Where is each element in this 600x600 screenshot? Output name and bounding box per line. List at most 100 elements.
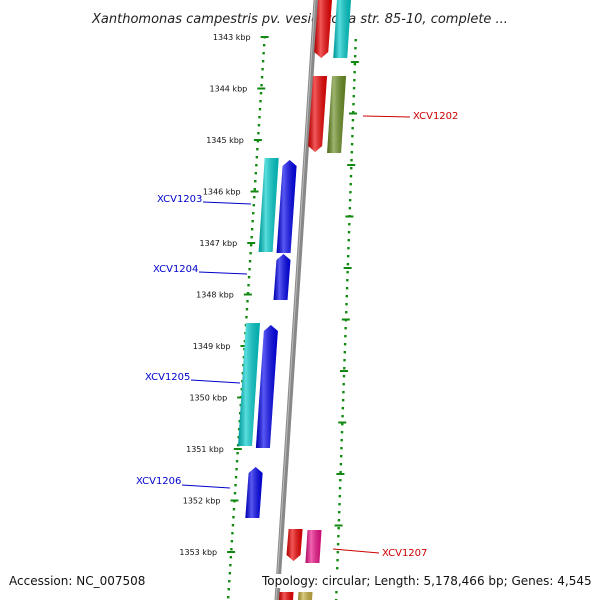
guide-dot <box>343 367 346 370</box>
guide-dot <box>343 351 347 354</box>
guide-dot <box>235 468 238 471</box>
guide-dot <box>261 68 264 71</box>
guide-dot <box>347 239 350 242</box>
accession-text: Accession: NC_007508 <box>9 574 146 588</box>
gene-label[interactable]: XCV1205 <box>145 372 190 383</box>
guide-dot <box>341 407 345 410</box>
gene-leader-line <box>181 484 231 489</box>
gene-label[interactable]: XCV1204 <box>153 264 198 275</box>
guide-dot <box>250 236 253 239</box>
gene-label[interactable]: XCV1202 <box>413 111 458 122</box>
ruler-tick <box>347 164 356 166</box>
guide-dot <box>340 439 343 442</box>
guide-dot <box>231 532 234 535</box>
guide-dot <box>342 375 346 378</box>
gene-leader-line <box>190 379 241 384</box>
guide-dot <box>350 159 353 162</box>
guide-dot <box>254 172 258 175</box>
gene-label[interactable]: XCV1203 <box>157 194 202 205</box>
ruler-tick <box>260 36 269 38</box>
gene-arrow-shading <box>286 529 303 561</box>
kbp-ruler: 1343 kbp 1344 kbp 1345 kbp 1346 kbp 1347 kbp… <box>179 33 359 578</box>
kbp-label: 1345 kbp <box>206 136 244 145</box>
guide-dot <box>350 143 354 146</box>
guide-dot <box>353 55 357 58</box>
ruler-tick <box>336 473 345 475</box>
guide-dot <box>346 263 350 266</box>
guide-dot <box>256 148 259 151</box>
guide-dot <box>230 540 234 543</box>
guide-dot <box>347 247 350 250</box>
guide-dot <box>348 199 352 202</box>
ruler-tick <box>240 345 249 347</box>
map-title: Xanthomonas campestris pv. vesicatoria s… <box>91 12 508 27</box>
ruler-tick <box>243 293 252 296</box>
guide-dot <box>354 47 357 50</box>
backbone-highlight <box>275 0 316 600</box>
guide-dot <box>350 167 353 170</box>
guide-dot <box>353 63 357 66</box>
guide-dot <box>337 535 340 538</box>
guide-dot <box>228 572 232 575</box>
guide-dot <box>249 252 252 255</box>
guide-dot <box>345 311 348 314</box>
guide-dot <box>338 495 341 498</box>
gene-leader-line <box>202 201 252 205</box>
guide-dot <box>341 399 345 402</box>
guide-dot <box>336 567 339 570</box>
guide-dot <box>232 508 236 511</box>
guide-dot <box>339 455 343 458</box>
guide-dot <box>341 415 344 418</box>
guide-dot <box>262 52 265 55</box>
ruler-tick <box>253 139 262 141</box>
kbp-label: 1347 kbp <box>200 239 238 248</box>
ruler-tick <box>257 87 266 90</box>
guide-dot <box>255 164 258 167</box>
guide-dot <box>262 44 266 47</box>
gene-arrow-shading <box>238 323 261 446</box>
guide-dot <box>251 220 254 223</box>
guide-dot <box>344 327 347 330</box>
guide-dot <box>246 292 250 295</box>
guide-dot <box>260 76 264 79</box>
gene-track[interactable] <box>238 0 351 600</box>
backbone-line <box>274 0 319 600</box>
guide-dot <box>259 92 263 95</box>
guide-dot <box>248 268 251 271</box>
guide-dot <box>247 284 250 287</box>
guide-dot <box>339 479 342 482</box>
guide-dot <box>348 207 352 210</box>
guide-dot <box>354 39 357 42</box>
guide-dot <box>252 212 255 215</box>
guide-dot <box>227 588 230 591</box>
gene-label[interactable]: XCV1207 <box>382 548 427 559</box>
gene-arrow-shading <box>308 76 328 152</box>
guide-dot <box>248 260 252 263</box>
guide-dot <box>343 343 347 346</box>
guide-dot <box>338 503 341 506</box>
guide-dot <box>345 295 348 298</box>
guide-dot <box>351 135 354 138</box>
gene-arrow-shading <box>273 254 291 300</box>
gene-leader-line <box>362 115 411 118</box>
gene-arrow-shading <box>333 0 351 58</box>
ruler-tick <box>230 499 239 502</box>
guide-dot <box>340 447 343 450</box>
ruler-tick <box>343 267 352 269</box>
guide-dot <box>338 487 342 490</box>
gene-arrow-shading <box>255 325 278 448</box>
guide-dot <box>351 119 355 122</box>
guide-dot <box>336 543 340 546</box>
guide-dot <box>352 87 356 90</box>
guide-dot <box>347 231 351 234</box>
guide-dot <box>249 244 253 247</box>
guide-dot <box>254 180 257 183</box>
ruler-tick <box>349 112 358 115</box>
guide-dot <box>258 108 262 111</box>
gene-label[interactable]: XCV1206 <box>136 476 181 487</box>
gene-arrow-shading <box>276 160 297 253</box>
guide-dot <box>235 460 239 463</box>
guide-dot <box>337 519 341 522</box>
guide-dot <box>233 492 237 495</box>
